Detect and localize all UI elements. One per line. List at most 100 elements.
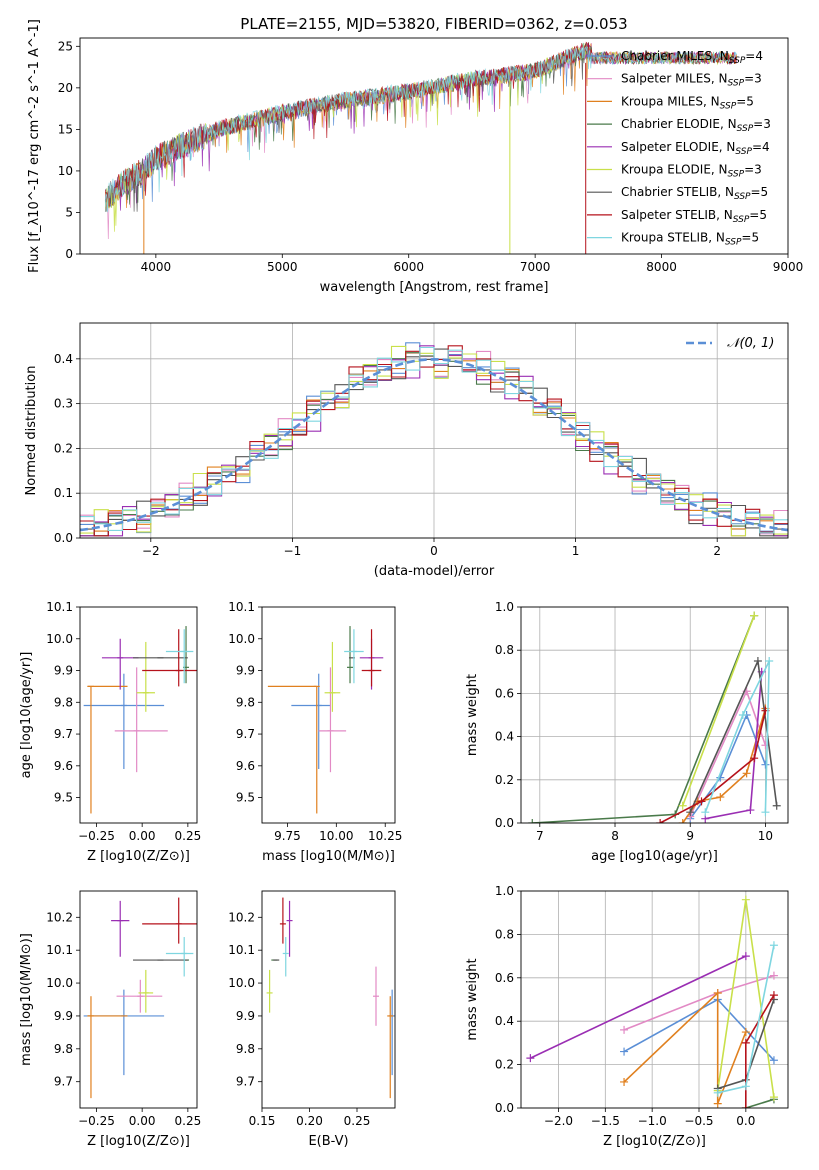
y-tick-label: 10.0 — [228, 976, 255, 990]
y-tick-label: 9.7 — [236, 1075, 255, 1089]
weight-marker — [678, 819, 687, 823]
x-tick-label: 0.20 — [296, 1114, 323, 1128]
y-tick-label: 0.4 — [495, 730, 514, 744]
y-tick-label: 10.2 — [228, 910, 255, 924]
y-tick-label: 9.9 — [236, 1009, 255, 1023]
y-tick-label: 9.7 — [54, 727, 73, 741]
y-tick-label: 9.5 — [236, 791, 255, 805]
y-tick-label: 9.5 — [54, 791, 73, 805]
weight-marker — [769, 971, 778, 980]
y-tick-label: 0.6 — [495, 686, 514, 700]
legend-label: Kroupa STELIB, NSSP=5 — [621, 231, 759, 248]
x-tick-label: 0.0 — [736, 1114, 755, 1128]
y-tick-label: 20 — [58, 81, 73, 95]
massweight-vs-Z-ylabel: mass weight — [465, 958, 480, 1040]
y-tick-label: 10.0 — [46, 632, 73, 646]
residual-histogram-axes: −2 −1 0 1 2 0.0 0.1 0.2 0.3 0.4 — [54, 323, 788, 558]
y-tick-label: 0 — [65, 247, 73, 261]
x-tick-label: −1 — [284, 544, 302, 558]
massweight-vs-Z-frame — [520, 890, 789, 1109]
weight-marker — [742, 769, 751, 778]
x-tick-label: −1.5 — [591, 1114, 620, 1128]
y-tick-label: 9.6 — [54, 759, 73, 773]
spectrum-xlabel: wavelength [Angstrom, rest frame] — [320, 280, 549, 295]
massweight-vs-age-frame — [520, 606, 789, 824]
x-tick-label: 0.25 — [175, 829, 202, 843]
weight-marker — [750, 754, 759, 763]
y-tick-label: 9.9 — [54, 664, 73, 678]
weight-marker — [620, 1025, 629, 1034]
x-tick-label: 2 — [713, 544, 721, 558]
mass-vs-Z-xlabel: Z [log10(Z/Z⊙)] — [87, 1134, 190, 1149]
x-tick-label: 10 — [758, 829, 773, 843]
x-tick-label: 9 — [686, 829, 694, 843]
weight-marker — [769, 1056, 778, 1065]
weight-marker — [701, 808, 710, 817]
y-tick-label: 10.1 — [46, 600, 73, 614]
y-tick-label: 0.4 — [495, 1014, 514, 1028]
y-tick-label: 5 — [65, 205, 73, 219]
age-vs-Z-ylabel: age [log10(age/yr)] — [19, 652, 34, 779]
weight-marker — [716, 793, 725, 802]
mass-vs-Z-frame — [79, 890, 198, 1109]
weight-marker — [713, 1088, 722, 1097]
spectrum-plot-area — [104, 41, 738, 254]
weight-marker — [750, 611, 759, 620]
weight-marker — [620, 1077, 629, 1086]
weight-marker — [678, 801, 687, 810]
weight-marker — [528, 819, 537, 823]
x-tick-label: 10.25 — [368, 829, 402, 843]
weight-line — [704, 660, 770, 813]
weight-marker — [769, 1093, 778, 1102]
y-tick-label: 10.1 — [228, 943, 255, 957]
weight-marker — [741, 952, 750, 961]
y-tick-label: 1.0 — [495, 600, 514, 614]
spectrum-line — [104, 42, 738, 213]
y-tick-label: 9.8 — [54, 695, 73, 709]
massweight-vs-age-xlabel: age [log10(age/yr)] — [591, 849, 718, 864]
legend-label: Chabrier MILES, NSSP=4 — [621, 49, 763, 66]
y-tick-label: 1.0 — [495, 884, 514, 898]
mass-vs-Z-axes: −0.25 0.00 0.25 9.7 9.8 9.9 10.0 10.1 10.2 — [46, 910, 201, 1128]
y-tick-label: 15 — [58, 122, 73, 136]
weight-marker — [697, 797, 706, 806]
massweight-vs-Z-plot-area — [526, 895, 778, 1108]
mass-vs-EBV-plot-area — [266, 897, 395, 1099]
age-vs-Z-xlabel: Z [log10(Z/Z⊙)] — [87, 849, 190, 864]
age-vs-mass-plot-area — [267, 626, 384, 814]
mass-vs-EBV-xlabel: E(B-V) — [308, 1134, 348, 1149]
y-tick-label: 9.8 — [54, 1042, 73, 1056]
massweight-vs-age-axes: 7 8 9 10 0.0 0.2 0.4 0.6 0.8 1.0 — [495, 600, 788, 843]
weight-marker — [741, 1038, 750, 1047]
weight-marker — [761, 808, 770, 817]
y-tick-label: 0.4 — [54, 352, 73, 366]
x-tick-label: 8 — [611, 829, 619, 843]
weight-marker — [620, 1047, 629, 1056]
weight-marker — [741, 895, 750, 904]
y-tick-label: 0.3 — [54, 397, 73, 411]
y-tick-label: 0.2 — [495, 1058, 514, 1072]
x-tick-label: −0.25 — [78, 1114, 115, 1128]
y-tick-label: 9.9 — [54, 1009, 73, 1023]
legend-label: Chabrier STELIB, NSSP=5 — [621, 185, 768, 202]
weight-line — [659, 710, 767, 823]
weight-marker — [753, 657, 762, 665]
y-tick-label: 9.7 — [236, 727, 255, 741]
weight-marker — [772, 801, 781, 810]
mass-vs-EBV-frame — [261, 890, 396, 1109]
y-tick-label: 0.1 — [54, 486, 73, 500]
weight-marker — [746, 806, 755, 815]
spectrum-legend: Chabrier MILES, NSSP=4 Salpeter MILES, NS… — [587, 49, 771, 248]
residual-histogram-ylabel: Normed distribution — [24, 366, 39, 496]
residual-histogram-frame — [79, 322, 789, 539]
residual-histogram-xlabel: (data-model)/error — [374, 564, 495, 579]
y-tick-label: 10.1 — [46, 943, 73, 957]
histogram-step — [80, 346, 788, 534]
y-tick-label: 0.8 — [495, 927, 514, 941]
gaussian-curve — [80, 357, 788, 532]
y-tick-label: 10.2 — [46, 910, 73, 924]
y-tick-label: 25 — [58, 39, 73, 53]
weight-line — [745, 1098, 775, 1108]
x-tick-label: 9000 — [773, 260, 804, 274]
